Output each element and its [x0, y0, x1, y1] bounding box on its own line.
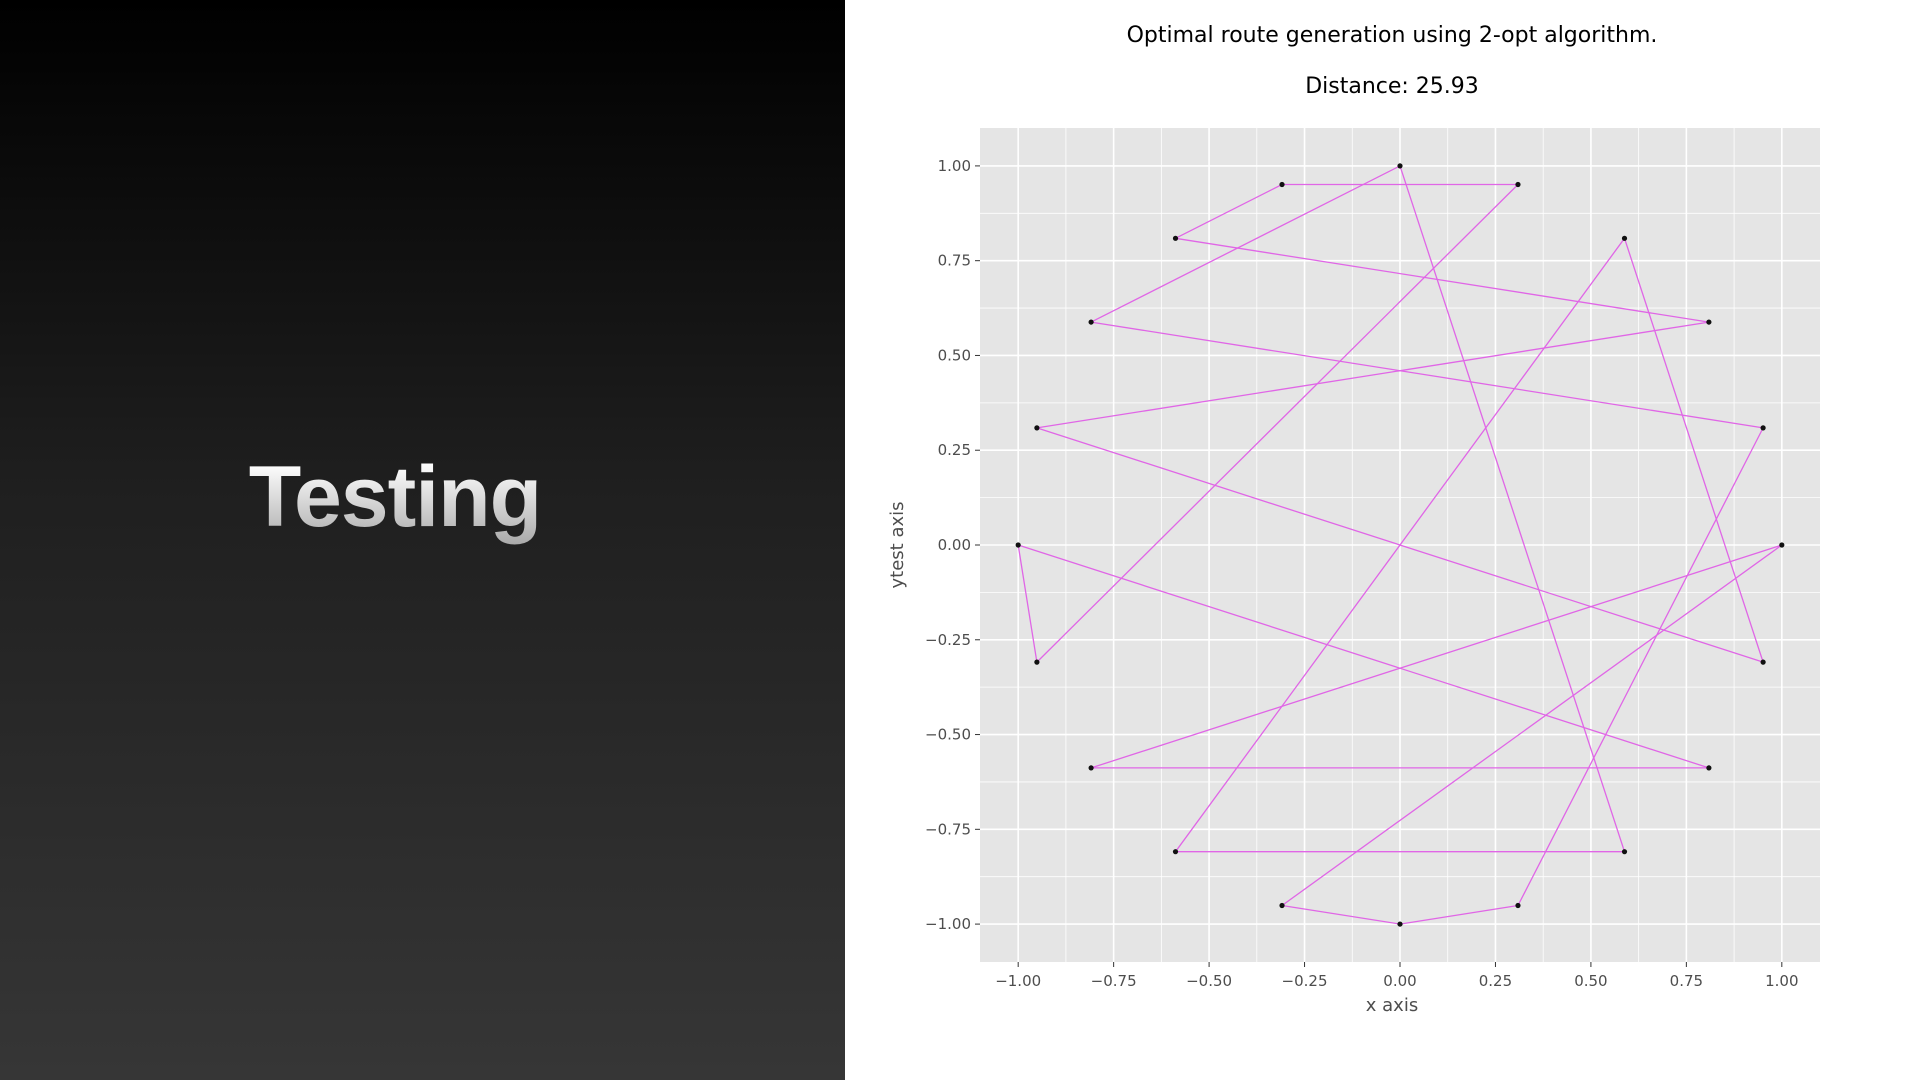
y-tick-label: 0.75 [938, 252, 971, 270]
x-tick-label: −0.75 [1091, 972, 1137, 990]
city-point [1760, 659, 1766, 665]
route-segment [1017, 544, 1710, 769]
x-tick-label: 0.50 [1574, 972, 1607, 990]
y-tick-label: 0.25 [938, 441, 971, 459]
city-point [1015, 542, 1021, 548]
city-point [1515, 181, 1521, 188]
city-point [1397, 921, 1403, 927]
city-point [1034, 659, 1040, 665]
y-tick-label: 0.00 [938, 536, 971, 554]
route-segment [1036, 321, 1709, 429]
route-segments [1017, 165, 1783, 925]
y-tick-label: 0.50 [938, 346, 971, 364]
y-axis-label: ytest axis [887, 501, 908, 588]
route-segment [1017, 544, 1038, 663]
x-axis-label: x axis [1366, 995, 1418, 1016]
route-chart: Optimal route generation using 2-opt alg… [887, 23, 1820, 1016]
x-tick-label: 0.75 [1670, 972, 1703, 990]
chart-subtitle: Distance: 25.93 [1305, 74, 1479, 99]
route-segment [1036, 184, 1519, 663]
x-tick-label: −1.00 [995, 972, 1041, 990]
x-tick-label: 0.00 [1383, 972, 1416, 990]
x-tick-label: 1.00 [1765, 972, 1798, 990]
route-segment [1090, 544, 1783, 769]
city-point [1706, 765, 1712, 771]
y-axis-ticks: −1.00 −0.75 −0.50 −0.25 0.00 0.25 0.50 0.75 1.00 [925, 157, 980, 933]
city-point [1779, 542, 1785, 548]
x-tick-label: −0.25 [1282, 972, 1328, 990]
city-point [1172, 235, 1179, 241]
city-point [1706, 319, 1712, 325]
city-point [1279, 181, 1285, 188]
route-segment [1090, 165, 1401, 323]
route-segment [1175, 183, 1283, 239]
y-tick-label: −0.25 [925, 631, 971, 649]
city-point [1621, 235, 1628, 241]
city-points [1015, 163, 1785, 927]
route-segment [1091, 321, 1764, 429]
y-tick-label: −0.75 [925, 820, 971, 838]
x-tick-label: −0.50 [1186, 972, 1232, 990]
grid-lines [980, 128, 1820, 962]
y-tick-label: −1.00 [925, 915, 971, 933]
y-tick-label: 1.00 [938, 157, 971, 175]
route-segment [1399, 904, 1519, 925]
city-point [1621, 849, 1628, 855]
city-point [1088, 765, 1094, 771]
city-point [1172, 849, 1179, 855]
y-tick-label: −0.50 [925, 726, 971, 744]
route-segment [1281, 904, 1401, 925]
route-segment [1036, 427, 1764, 663]
slide-title: Testing [0, 448, 790, 547]
route-segment [1281, 544, 1783, 907]
x-tick-label: 0.25 [1479, 972, 1512, 990]
city-point [1279, 902, 1285, 909]
x-axis-ticks: −1.00 −0.75 −0.50 −0.25 0.00 0.25 0.50 0.75 1.00 [995, 962, 1799, 990]
chart-panel: Optimal route generation using 2-opt alg… [845, 0, 1920, 1080]
route-segment [1399, 165, 1626, 852]
city-point [1088, 319, 1094, 325]
route-segment [1517, 427, 1764, 906]
city-point [1760, 425, 1766, 431]
route-segment [1623, 238, 1764, 663]
route-segment [1175, 237, 1709, 323]
city-point [1397, 163, 1403, 169]
chart-title: Optimal route generation using 2-opt alg… [1127, 23, 1658, 48]
title-panel: Testing [0, 0, 845, 1080]
city-point [1515, 902, 1521, 909]
city-point [1034, 425, 1040, 431]
